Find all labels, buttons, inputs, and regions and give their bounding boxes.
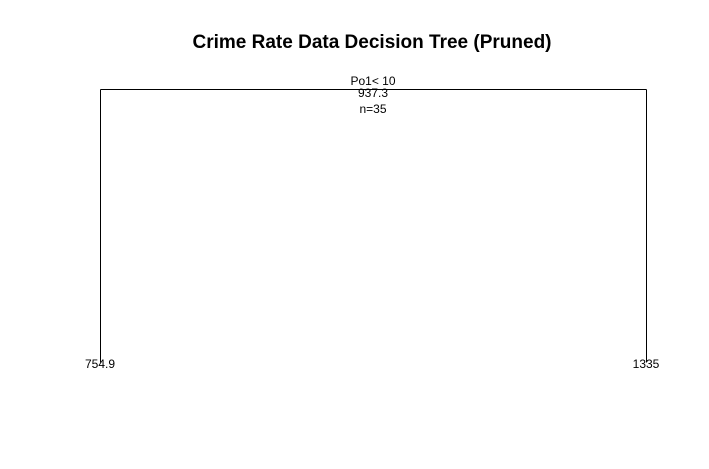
root-count-label: n=35 — [359, 102, 386, 116]
root-split-label: Po1< 10 — [350, 74, 395, 88]
root-value-label: 937.3 — [358, 86, 388, 100]
left-leaf-value: 754.9 — [85, 357, 115, 371]
chart-title: Crime Rate Data Decision Tree (Pruned) — [193, 32, 552, 53]
right-leaf-value: 1335 — [633, 357, 660, 371]
